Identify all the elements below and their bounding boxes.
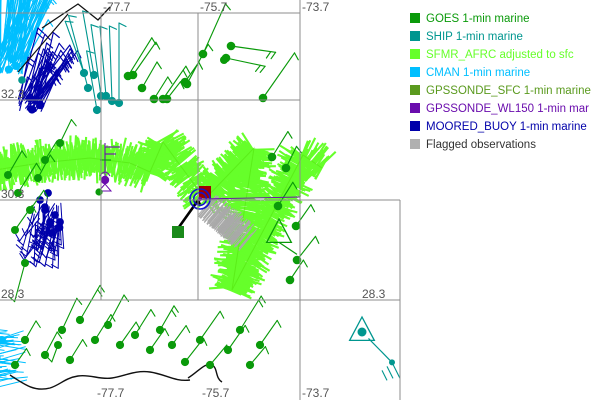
svg-text:MOORED_BUOY 1-min marine: MOORED_BUOY 1-min marine xyxy=(426,121,587,133)
svg-text:28.3: 28.3 xyxy=(362,287,386,301)
svg-text:Flagged observations: Flagged observations xyxy=(426,139,536,151)
svg-text:-75.7: -75.7 xyxy=(202,386,230,400)
svg-text:-77.7: -77.7 xyxy=(103,0,131,14)
svg-text:SFMR_AFRC adjusted to sfc: SFMR_AFRC adjusted to sfc xyxy=(426,49,574,61)
svg-text:-77.7: -77.7 xyxy=(97,386,125,400)
svg-text:GPSSONDE_SFC 1-min marine: GPSSONDE_SFC 1-min marine xyxy=(426,85,591,97)
svg-text:28.3: 28.3 xyxy=(1,287,25,301)
svg-text:CMAN 1-min marine: CMAN 1-min marine xyxy=(426,67,530,79)
svg-text:32.3: 32.3 xyxy=(1,87,25,101)
svg-text:-75.7: -75.7 xyxy=(200,0,228,14)
svg-text:GOES 1-min marine: GOES 1-min marine xyxy=(426,13,530,25)
svg-text:-73.7: -73.7 xyxy=(302,386,330,400)
svg-text:-73.7: -73.7 xyxy=(302,0,330,14)
svg-text:GPSSONDE_WL150 1-min mar: GPSSONDE_WL150 1-min mar xyxy=(426,103,589,115)
svg-text:SHIP 1-min marine: SHIP 1-min marine xyxy=(426,31,523,43)
svg-text:30.3: 30.3 xyxy=(1,187,25,201)
